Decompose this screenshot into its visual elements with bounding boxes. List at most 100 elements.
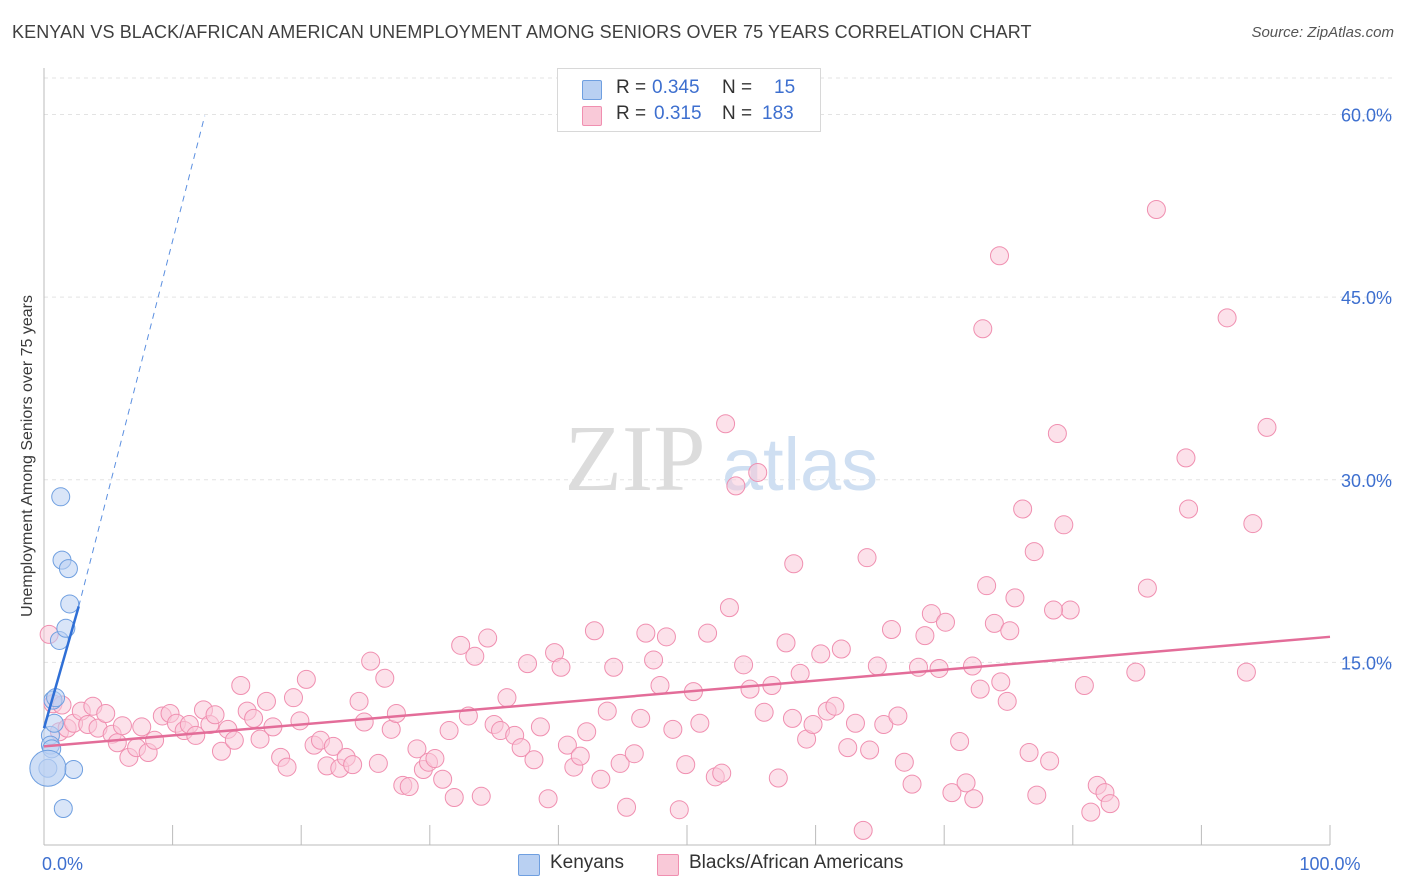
blacks-point: [726, 476, 746, 496]
blacks-point: [1024, 542, 1044, 562]
blacks-point: [231, 676, 251, 696]
y-tick-label: 15.0%: [1341, 653, 1392, 673]
blacks-point: [439, 721, 459, 741]
y-tick-label: 60.0%: [1341, 106, 1392, 126]
blacks-point: [831, 639, 851, 659]
chart-title: KENYAN VS BLACK/AFRICAN AMERICAN UNEMPLO…: [12, 22, 1032, 42]
source-label: Source: ZipAtlas.com: [1251, 24, 1394, 41]
blacks-point: [1044, 600, 1064, 620]
gridlines: [44, 77, 1392, 663]
blacks-point: [107, 733, 127, 753]
blacks-point: [719, 598, 739, 618]
blacks-point: [644, 650, 664, 670]
blacks-point: [748, 462, 768, 482]
x-tick-label: 0.0%: [42, 854, 83, 874]
series-blacks-points: [39, 199, 1277, 840]
x-tick-label: 100.0%: [1299, 854, 1360, 874]
blacks-point: [656, 627, 676, 647]
y-tick-label: 45.0%: [1341, 288, 1392, 308]
r-label: R =: [616, 77, 647, 98]
blacks-point: [942, 783, 962, 803]
blacks-trend-line: [43, 635, 1331, 748]
watermark-atlas: atlas: [722, 423, 878, 506]
blacks-point: [776, 633, 796, 653]
blacks-point: [354, 712, 374, 732]
blacks-point: [399, 777, 419, 797]
blacks-point: [650, 676, 670, 696]
blacks-point: [867, 656, 887, 676]
blacks-point: [211, 741, 231, 761]
blacks-point: [1019, 742, 1039, 762]
blacks-point: [811, 644, 831, 664]
blacks-point: [530, 717, 550, 737]
kenyans-trend-line: [42, 606, 80, 729]
n-value: 15: [774, 77, 796, 98]
blacks-point: [1236, 662, 1256, 682]
blacks-point: [224, 730, 244, 750]
blacks-point: [921, 604, 941, 624]
blacks-point: [1013, 499, 1033, 519]
blacks-point: [451, 635, 471, 655]
blacks-point: [361, 651, 381, 671]
watermark-zip: ZIP: [565, 407, 706, 511]
blacks-point: [636, 623, 656, 643]
blacks-point: [915, 626, 935, 646]
blacks-point: [375, 668, 395, 688]
blacks-point: [1060, 600, 1080, 620]
blacks-point: [669, 800, 689, 820]
blacks-swatch: [582, 106, 602, 126]
blacks-point: [984, 613, 1004, 633]
blacks-point: [511, 738, 531, 758]
kenyans-legend-label: Kenyans: [550, 852, 624, 873]
blacks-point: [407, 739, 427, 759]
correlation-legend: R = 0.345 N = 15 R = 0.315 N = 183: [557, 68, 821, 132]
blacks-point: [853, 820, 873, 840]
blacks-point: [624, 744, 644, 764]
blacks-point: [768, 768, 788, 788]
blacks-point: [860, 740, 880, 760]
blacks-point: [1243, 514, 1263, 534]
blacks-point: [790, 663, 810, 683]
trend-lines: [42, 115, 1331, 748]
blacks-point: [902, 774, 922, 794]
blacks-point: [1100, 794, 1120, 814]
blacks-point: [497, 688, 517, 708]
kenyans-legend-swatch: [518, 854, 540, 876]
blacks-point: [838, 738, 858, 758]
blacks-point: [991, 672, 1011, 692]
blacks-point: [471, 786, 491, 806]
blacks-point: [538, 789, 558, 809]
blacks-point: [782, 708, 802, 728]
blacks-point: [956, 773, 976, 793]
blacks-point: [524, 750, 544, 770]
blacks-point: [1176, 448, 1196, 468]
blacks-point: [1000, 621, 1020, 641]
blacks-point: [734, 655, 754, 675]
blacks-point: [825, 696, 845, 716]
blacks-point: [754, 702, 774, 722]
blacks-legend-label: Blacks/African Americans: [689, 852, 904, 873]
blacks-point: [950, 732, 970, 752]
blacks-point: [1179, 499, 1199, 519]
blacks-point: [433, 769, 453, 789]
blacks-point: [663, 719, 683, 739]
blacks-point: [740, 679, 760, 699]
r-label: R =: [616, 103, 647, 124]
blacks-point: [112, 716, 132, 736]
blacks-point: [784, 554, 804, 574]
blacks-point: [368, 753, 388, 773]
blacks-point: [591, 769, 611, 789]
blacks-point: [296, 669, 316, 689]
blacks-point: [1054, 515, 1074, 535]
blacks-point: [977, 576, 997, 596]
blacks-point: [478, 628, 498, 648]
blacks-point: [381, 719, 401, 739]
blacks-point: [283, 688, 303, 708]
blacks-point: [716, 414, 736, 434]
kenyan-point: [60, 594, 80, 614]
blacks-point: [145, 730, 165, 750]
blacks-point: [1217, 308, 1237, 328]
blacks-point: [935, 612, 955, 632]
blacks-point: [1146, 199, 1166, 219]
kenyan-point: [51, 487, 71, 507]
